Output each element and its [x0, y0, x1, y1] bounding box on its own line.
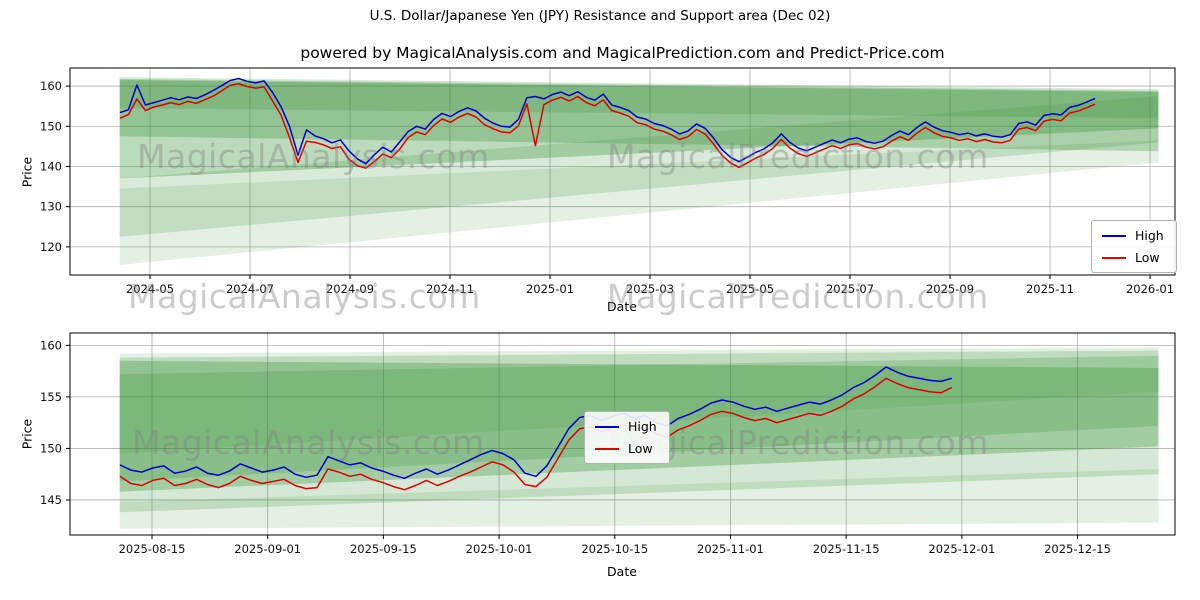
y-axis-label-bottom: Price [19, 418, 35, 450]
legend-entry-low: Low [1102, 250, 1164, 265]
low-line-swatch [595, 447, 619, 450]
legend-bottom: High Low [584, 411, 670, 464]
svg-text:130: 130 [40, 200, 62, 214]
legend-high-label: High [628, 419, 657, 434]
legend-entry-low: Low [595, 441, 657, 456]
svg-text:120: 120 [40, 240, 62, 254]
high-line-swatch [595, 425, 619, 428]
low-line-swatch [1102, 256, 1126, 259]
x-axis-label-bottom: Date [607, 564, 637, 579]
svg-text:2025-03: 2025-03 [626, 282, 674, 296]
svg-text:150: 150 [40, 119, 62, 133]
svg-text:2025-09-01: 2025-09-01 [234, 542, 301, 556]
svg-text:2025-09: 2025-09 [926, 282, 974, 296]
svg-text:2025-09-15: 2025-09-15 [350, 542, 417, 556]
low-line [119, 82, 1096, 169]
page-title: U.S. Dollar/Japanese Yen (JPY) Resistanc… [369, 8, 831, 24]
svg-text:2025-11-15: 2025-11-15 [813, 542, 880, 556]
legend-high-label: High [1135, 228, 1164, 243]
svg-text:2025-01: 2025-01 [526, 282, 574, 296]
tick-labels: 120 130 140 150 160 2024-05 2024-07 2024-09 2024… [40, 79, 1174, 296]
powered-by-subtitle: powered by MagicalAnalysis.com and Magic… [300, 44, 945, 62]
svg-text:2025-05: 2025-05 [726, 282, 774, 296]
legend-entry-high: High [1102, 228, 1164, 243]
tick-labels: 145 150 155 160 2025-08-15 2025-09-01 2025-09-… [40, 338, 1111, 556]
svg-text:2024-11: 2024-11 [426, 282, 474, 296]
svg-text:140: 140 [40, 159, 62, 173]
svg-text:2025-11: 2025-11 [1026, 282, 1074, 296]
y-axis-label-top: Price [19, 156, 35, 188]
svg-text:160: 160 [40, 338, 62, 352]
svg-text:2024-05: 2024-05 [126, 282, 174, 296]
svg-text:2026-01: 2026-01 [1126, 282, 1174, 296]
legend-top: High Low [1091, 220, 1177, 273]
gridlines [70, 68, 1175, 275]
svg-text:145: 145 [40, 493, 62, 507]
svg-text:2025-12-15: 2025-12-15 [1044, 542, 1111, 556]
low-line [119, 377, 953, 491]
legend-low-label: Low [1135, 250, 1160, 265]
svg-text:2025-08-15: 2025-08-15 [119, 542, 186, 556]
legend-low-label: Low [628, 441, 653, 456]
high-line-swatch [1102, 234, 1126, 237]
svg-text:2025-10-01: 2025-10-01 [466, 542, 533, 556]
high-line [119, 77, 1096, 165]
chart-0: 120 130 140 150 160 2024-05 2024-07 2024-09 2024… [40, 67, 1176, 296]
high-line [119, 366, 953, 480]
svg-text:2025-12-01: 2025-12-01 [928, 542, 995, 556]
svg-text:155: 155 [40, 390, 62, 404]
legend-entry-high: High [595, 419, 657, 434]
svg-text:2024-09: 2024-09 [326, 282, 374, 296]
axes-frame [69, 332, 1176, 536]
svg-text:2025-07: 2025-07 [826, 282, 874, 296]
svg-text:2025-11-01: 2025-11-01 [697, 542, 764, 556]
svg-text:160: 160 [40, 79, 62, 93]
svg-text:150: 150 [40, 441, 62, 455]
svg-text:2025-10-15: 2025-10-15 [581, 542, 648, 556]
svg-text:2024-07: 2024-07 [226, 282, 274, 296]
x-axis-label-top: Date [607, 299, 637, 314]
axes-frame [69, 67, 1176, 276]
